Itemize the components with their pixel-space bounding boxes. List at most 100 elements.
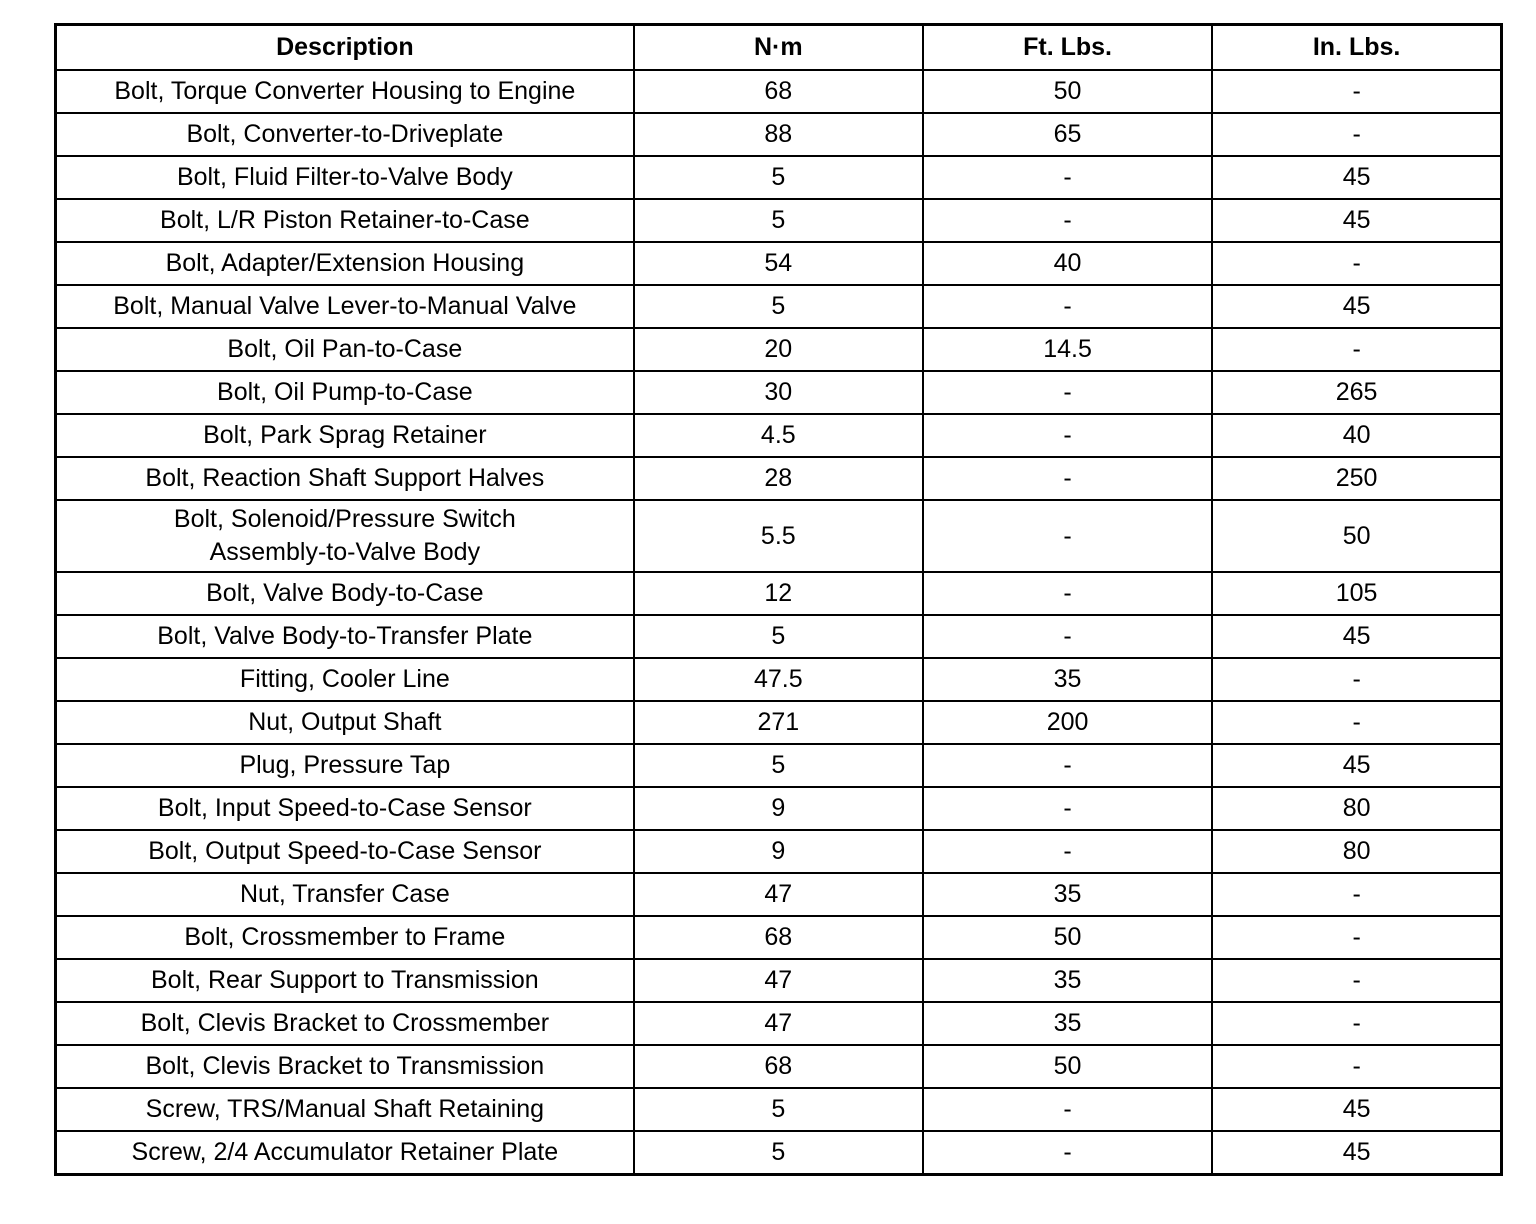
cell-in-lbs: - (1211, 69, 1503, 114)
cell-description: Nut, Output Shaft (54, 700, 635, 745)
cell-ft-lbs: - (921, 284, 1214, 329)
cell-in-lbs: - (1211, 657, 1503, 702)
table-row: Screw, TRS/Manual Shaft Retaining 5-45 (54, 1087, 1503, 1132)
table-row: Screw, 2/4 Accumulator Retainer Plate 5-4… (54, 1130, 1503, 1176)
cell-description: Bolt, Solenoid/Pressure Switch Assembly-… (54, 499, 635, 573)
cell-nm: 5 (632, 1130, 924, 1176)
cell-description: Bolt, Valve Body-to-Transfer Plate (54, 614, 635, 659)
table-row: Bolt, Input Speed-to-Case Sensor 9-80 (54, 786, 1503, 831)
cell-description: Bolt, Clevis Bracket to Crossmember (54, 1001, 635, 1046)
cell-ft-lbs: - (921, 413, 1214, 458)
cell-in-lbs: - (1211, 327, 1503, 372)
cell-in-lbs: 105 (1211, 571, 1503, 616)
cell-in-lbs: 40 (1211, 413, 1503, 458)
table-row: Bolt, Manual Valve Lever-to-Manual Valve… (54, 284, 1503, 329)
table-row: Bolt, L/R Piston Retainer-to-Case 5-45 (54, 198, 1503, 243)
cell-nm: 271 (632, 700, 924, 745)
cell-ft-lbs: 35 (921, 872, 1214, 917)
table-row: Nut, Transfer Case 47 35- (54, 872, 1503, 917)
cell-in-lbs: 250 (1211, 456, 1503, 501)
cell-description: Bolt, L/R Piston Retainer-to-Case (54, 198, 635, 243)
table-row: Bolt, Crossmember to Frame 68 50- (54, 915, 1503, 960)
cell-description: Bolt, Output Speed-to-Case Sensor (54, 829, 635, 874)
cell-in-lbs: 80 (1211, 786, 1503, 831)
cell-nm: 5.5 (632, 499, 924, 573)
cell-nm: 12 (632, 571, 924, 616)
cell-ft-lbs: 14.5 (921, 327, 1214, 372)
cell-nm: 28 (632, 456, 924, 501)
cell-nm: 4.5 (632, 413, 924, 458)
cell-ft-lbs: - (921, 1087, 1214, 1132)
cell-in-lbs: 45 (1211, 743, 1503, 788)
table-row: Bolt, Reaction Shaft Support Halves 28-25… (54, 456, 1503, 501)
cell-nm: 47 (632, 958, 924, 1003)
cell-in-lbs: - (1211, 915, 1503, 960)
cell-ft-lbs: - (921, 456, 1214, 501)
cell-in-lbs: - (1211, 958, 1503, 1003)
cell-description: Bolt, Fluid Filter-to-Valve Body (54, 155, 635, 200)
cell-ft-lbs: - (921, 614, 1214, 659)
cell-in-lbs: - (1211, 700, 1503, 745)
table-row: Bolt, Adapter/Extension Housing 54 40- (54, 241, 1503, 286)
cell-in-lbs: 45 (1211, 1130, 1503, 1176)
cell-description: Bolt, Reaction Shaft Support Halves (54, 456, 635, 501)
cell-description: Bolt, Oil Pump-to-Case (54, 370, 635, 415)
cell-in-lbs: 45 (1211, 198, 1503, 243)
cell-description: Bolt, Oil Pan-to-Case (54, 327, 635, 372)
cell-ft-lbs: - (921, 786, 1214, 831)
cell-ft-lbs: - (921, 571, 1214, 616)
table-row: Bolt, Rear Support to Transmission 47 35- (54, 958, 1503, 1003)
cell-nm: 47 (632, 872, 924, 917)
table-row: Nut, Output Shaft 271 200- (54, 700, 1503, 745)
cell-nm: 5 (632, 1087, 924, 1132)
cell-in-lbs: 45 (1211, 614, 1503, 659)
cell-ft-lbs: 50 (921, 915, 1214, 960)
cell-ft-lbs: 50 (921, 1044, 1214, 1089)
table-row: Bolt, Converter-to-Driveplate 88 65- (54, 112, 1503, 157)
cell-description: Bolt, Torque Converter Housing to Engine (54, 69, 635, 114)
table-row: Bolt, Fluid Filter-to-Valve Body 5-45 (54, 155, 1503, 200)
cell-nm: 9 (632, 829, 924, 874)
cell-description: Bolt, Rear Support to Transmission (54, 958, 635, 1003)
header-in-lbs: In. Lbs. (1211, 23, 1503, 71)
cell-in-lbs: - (1211, 112, 1503, 157)
cell-description: Screw, 2/4 Accumulator Retainer Plate (54, 1130, 635, 1176)
cell-ft-lbs: - (921, 1130, 1214, 1176)
cell-nm: 68 (632, 69, 924, 114)
cell-ft-lbs: - (921, 829, 1214, 874)
cell-nm: 47.5 (632, 657, 924, 702)
cell-description: Screw, TRS/Manual Shaft Retaining (54, 1087, 635, 1132)
cell-ft-lbs: - (921, 743, 1214, 788)
cell-nm: 5 (632, 614, 924, 659)
cell-description: Bolt, Crossmember to Frame (54, 915, 635, 960)
cell-ft-lbs: - (921, 370, 1214, 415)
cell-nm: 68 (632, 1044, 924, 1089)
cell-nm: 9 (632, 786, 924, 831)
header-ft-lbs: Ft. Lbs. (921, 23, 1214, 71)
cell-in-lbs: - (1211, 241, 1503, 286)
table-row: Plug, Pressure Tap 5-45 (54, 743, 1503, 788)
cell-in-lbs: 45 (1211, 284, 1503, 329)
cell-nm: 47 (632, 1001, 924, 1046)
table-row: Bolt, Park Sprag Retainer 4.5-40 (54, 413, 1503, 458)
cell-description: Bolt, Input Speed-to-Case Sensor (54, 786, 635, 831)
table-row: Bolt, Clevis Bracket to Crossmember 47 35- (54, 1001, 1503, 1046)
cell-ft-lbs: 200 (921, 700, 1214, 745)
cell-in-lbs: - (1211, 1001, 1503, 1046)
cell-ft-lbs: 40 (921, 241, 1214, 286)
cell-ft-lbs: 35 (921, 1001, 1214, 1046)
table-row: Bolt, Solenoid/Pressure Switch Assembly-… (54, 499, 1503, 573)
cell-description: Bolt, Clevis Bracket to Transmission (54, 1044, 635, 1089)
cell-description: Bolt, Manual Valve Lever-to-Manual Valve (54, 284, 635, 329)
table-row: Fitting, Cooler Line 47.5 35- (54, 657, 1503, 702)
table-row: Bolt, Output Speed-to-Case Sensor 9-80 (54, 829, 1503, 874)
cell-nm: 88 (632, 112, 924, 157)
cell-nm: 68 (632, 915, 924, 960)
cell-nm: 30 (632, 370, 924, 415)
table-row: Bolt, Valve Body-to-Case 12-105 (54, 571, 1503, 616)
cell-nm: 5 (632, 743, 924, 788)
table-row: Bolt, Oil Pan-to-Case 20 14.5- (54, 327, 1503, 372)
cell-in-lbs: 265 (1211, 370, 1503, 415)
header-description: Description (54, 23, 635, 71)
table-row: Bolt, Clevis Bracket to Transmission 68 50… (54, 1044, 1503, 1089)
